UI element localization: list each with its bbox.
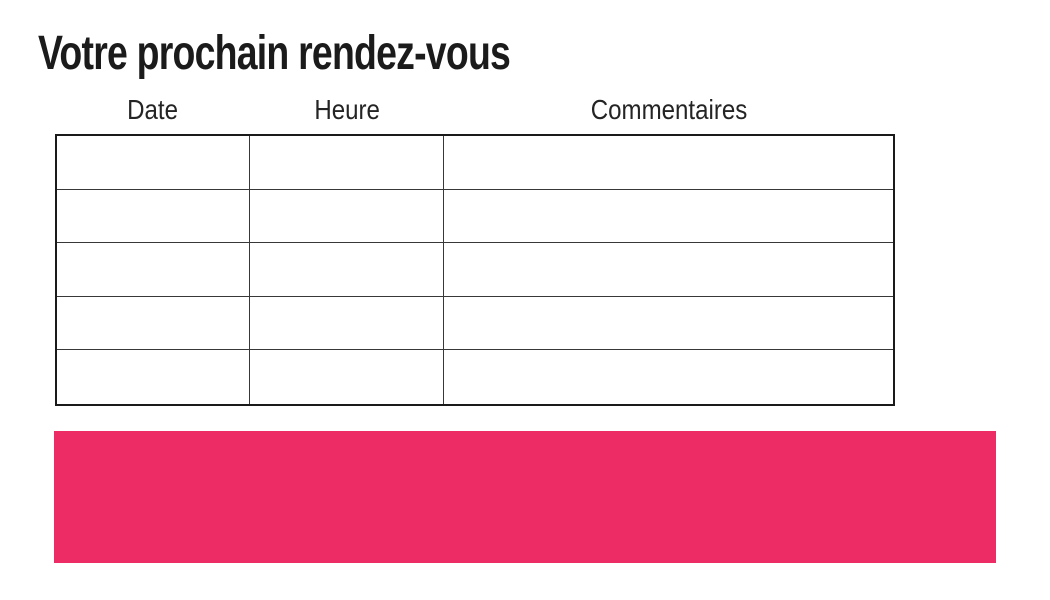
column-header-date: Date xyxy=(55,94,250,126)
column-header-commentaires-label: Commentaires xyxy=(591,94,748,126)
table-cell xyxy=(444,136,893,190)
table-cell xyxy=(250,296,444,351)
table-cell xyxy=(250,136,444,190)
column-header-commentaires: Commentaires xyxy=(444,94,895,126)
table-header-row: Date Heure Commentaires xyxy=(55,92,895,126)
table-cell xyxy=(250,243,444,297)
column-header-heure-label: Heure xyxy=(314,94,380,126)
table-cell xyxy=(250,189,444,244)
table-cell xyxy=(57,243,250,297)
table-cell xyxy=(444,297,893,351)
table-cell xyxy=(57,350,250,404)
table-cell xyxy=(57,189,250,244)
table-cell xyxy=(250,350,444,404)
table-cell xyxy=(57,296,250,351)
table-cell xyxy=(444,350,893,404)
column-header-heure: Heure xyxy=(250,94,444,126)
page-title: Votre prochain rendez-vous xyxy=(38,27,511,80)
table-cell xyxy=(444,190,893,244)
bottom-banner xyxy=(54,431,996,563)
column-header-date-label: Date xyxy=(127,94,178,126)
table-cell xyxy=(444,243,893,297)
table-cell xyxy=(57,136,250,190)
appointments-table xyxy=(55,134,895,406)
